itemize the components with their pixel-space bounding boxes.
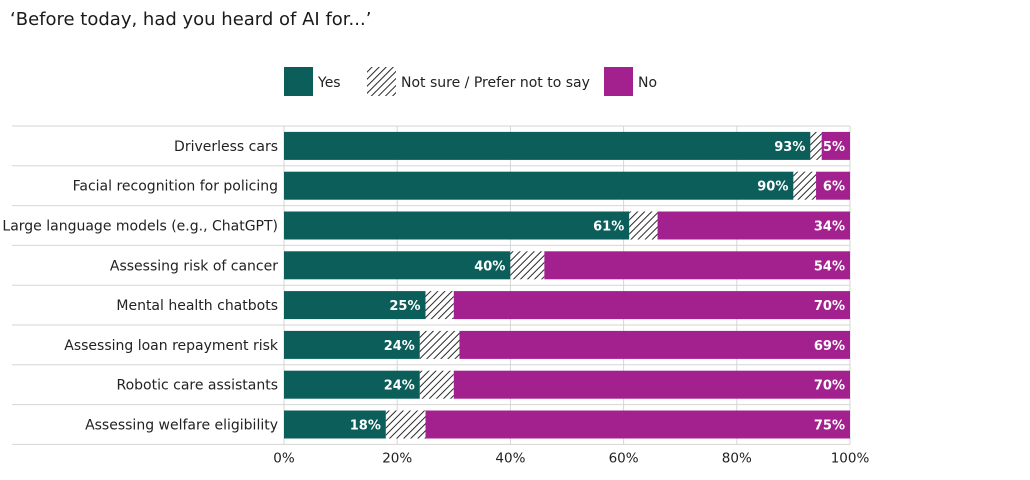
category-labels: Driverless cars Facial recognition for po… [2,139,278,434]
data-label: 61% [593,220,624,235]
data-label: 70% [814,379,845,394]
bar-segment [453,291,850,320]
data-label: 25% [389,299,420,314]
bar-segment [284,171,794,200]
bar-segment [284,330,420,359]
x-axis: 0% 20% 40% 60% 80% 100% [273,450,869,466]
bar-row: 93% 5% [284,131,850,160]
bar-segment [419,330,460,359]
bar-row: 61% 34% [284,211,850,240]
legend-label: Not sure / Prefer not to say [401,75,590,91]
category-label: Large language models (e.g., ChatGPT) [2,219,278,235]
data-label: 69% [814,339,845,354]
category-label: Driverless cars [174,139,278,155]
bar-segment [629,211,658,240]
x-tick-label: 80% [722,450,752,466]
data-label: 54% [814,259,845,274]
category-label: Assessing loan repayment risk [64,338,279,354]
data-label: 5% [823,140,845,155]
legend-item-2: Not sure / Prefer not to say [367,67,590,96]
data-label: 18% [350,419,381,434]
bar-segment [284,251,511,280]
bar-segment [284,211,630,240]
bar-segment [657,211,850,240]
legend-label: No [638,75,657,91]
category-label: Facial recognition for policing [73,179,278,195]
bar-segment [385,410,426,439]
legend: Yes Not sure / Prefer not to say No [284,67,657,96]
bar-segment [284,131,811,160]
legend-swatch [604,67,633,96]
data-label: 70% [814,299,845,314]
data-label: 24% [384,339,415,354]
bar-segment [510,251,545,280]
data-label: 75% [814,419,845,434]
bar-row: 24% 70% [284,370,850,399]
x-tick-label: 100% [831,450,870,466]
category-label: Robotic care assistants [116,378,278,394]
data-label: 6% [823,180,845,195]
bar-row: 24% 69% [284,330,850,359]
bar-segment [425,410,850,439]
bar-segment [419,370,454,399]
bar-segment [284,291,426,320]
category-label: Assessing risk of cancer [110,258,278,274]
data-label: 93% [774,140,805,155]
bar-segment [284,370,420,399]
bar-row: 90% 6% [284,171,850,200]
bar-segment [810,131,822,160]
legend-item-1: Yes [284,67,341,96]
data-label: 34% [814,220,845,235]
bar-segment [453,370,850,399]
data-label: 40% [474,259,505,274]
bar-segment [793,171,817,200]
bar-segment [816,171,850,200]
x-tick-label: 20% [382,450,412,466]
legend-item-3: No [604,67,657,96]
bar-segment [544,251,850,280]
bar-row: 18% 75% [284,410,850,439]
data-label: 90% [757,180,788,195]
data-label: 24% [384,379,415,394]
bar-segment [425,291,454,320]
legend-swatch [367,67,396,96]
category-label: Mental health chatbots [116,298,278,314]
bar-segment [459,330,850,359]
x-tick-label: 60% [609,450,639,466]
bar-row: 40% 54% [284,251,850,280]
bar-segment [284,410,386,439]
legend-swatch [284,67,313,96]
category-label: Assessing welfare eligibility [85,418,278,434]
chart-title: ‘Before today, had you heard of AI for..… [10,9,371,30]
bars: 93% 5% 90% 6% 61% 34% 40% 54% 25% 70% 24% 69% 24% 70%… [284,131,850,439]
legend-label: Yes [317,75,341,91]
x-tick-label: 0% [273,450,295,466]
bar-row: 25% 70% [284,291,850,320]
bar-segment [821,131,850,160]
x-tick-label: 40% [495,450,525,466]
